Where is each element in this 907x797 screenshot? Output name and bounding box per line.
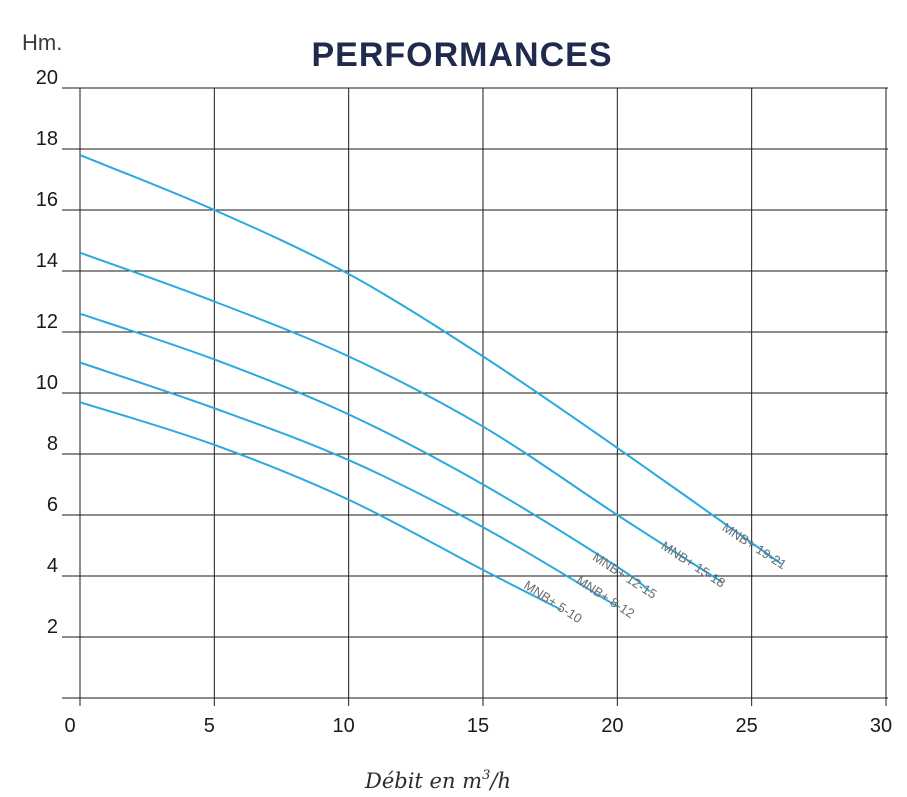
x-tick-label: 5 (204, 715, 215, 737)
x-tick-label: 20 (601, 715, 623, 737)
x-tick-label: 10 (333, 715, 355, 737)
y-tick-label: 18 (36, 128, 58, 150)
y-tick-label: 6 (47, 494, 58, 516)
y-tick-label: 10 (36, 372, 58, 394)
y-tick-label: 14 (36, 250, 58, 272)
x-tick-label: 30 (870, 715, 892, 737)
series-line (79, 361, 618, 608)
series-line (79, 251, 723, 583)
series-line (79, 154, 782, 565)
series-label: MNB+ 15-18 (658, 538, 728, 591)
series-line (79, 401, 562, 611)
x-axis-label: Débit en m3/h (364, 768, 511, 793)
chart-title: PERFORMANCES (311, 36, 612, 74)
x-axis-label-main: Débit en m (364, 769, 482, 793)
x-tick-label: 25 (736, 715, 758, 737)
y-tick-label: 2 (47, 616, 58, 638)
axis-ticks: 2 4 6 8 10 12 14 16 18 20 0 5 10 15 20 25 30 (36, 67, 892, 737)
series-line (79, 312, 651, 593)
grid (62, 87, 888, 706)
x-tick-label: 0 (64, 715, 75, 737)
y-tick-label: 16 (36, 189, 58, 211)
series-label: MNB+ 19-21 (720, 520, 790, 573)
y-tick-label: 12 (36, 311, 58, 333)
series-curves (79, 154, 782, 611)
y-tick-label: 8 (47, 433, 58, 455)
y-tick-label: 4 (47, 555, 58, 577)
x-axis-label-tail: /h (488, 769, 511, 793)
x-axis-label-superscript: 3 (482, 768, 490, 783)
y-tick-label: 20 (36, 67, 58, 89)
x-tick-label: 15 (467, 715, 489, 737)
y-axis-label: Hm. (22, 30, 62, 55)
